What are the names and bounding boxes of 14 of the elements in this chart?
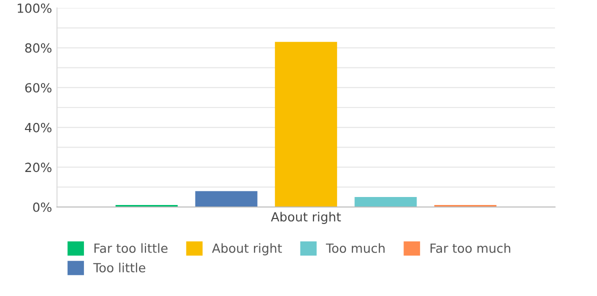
bar: [274, 42, 338, 207]
y-tick-label: 80%: [25, 43, 52, 53]
y-tick-label: 0%: [33, 202, 52, 212]
bar: [354, 197, 417, 207]
legend-label: Too little: [93, 262, 146, 272]
y-tick-label: 20%: [25, 162, 52, 172]
legend-label: Too much: [326, 243, 385, 253]
y-tick-label: 40%: [24, 122, 52, 132]
y-tick-label: 60%: [25, 83, 52, 93]
bar: [195, 191, 258, 207]
legend-label: Far too much: [430, 243, 510, 253]
legend-label: Far too little: [94, 243, 168, 253]
y-tick-label: 100%: [18, 3, 52, 13]
legend-label: About right: [212, 243, 282, 256]
